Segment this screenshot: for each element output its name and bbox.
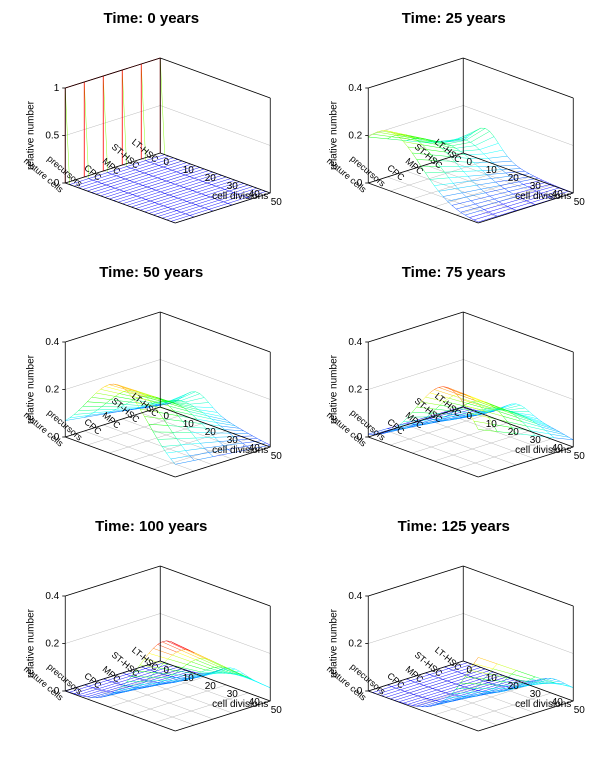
svg-text:0: 0: [163, 411, 169, 422]
plot-125: 00.20.4relative number01020304050cell di…: [303, 536, 605, 762]
svg-text:CPC: CPC: [385, 163, 406, 183]
panel-title: Time: 75 years: [402, 264, 506, 281]
svg-text:10: 10: [183, 673, 195, 684]
svg-text:0.2: 0.2: [45, 385, 59, 396]
svg-text:MPC: MPC: [403, 156, 425, 177]
panel-125: Time: 125 years 00.20.4relative number01…: [303, 508, 605, 762]
svg-text:10: 10: [485, 165, 497, 176]
svg-text:0: 0: [466, 411, 472, 422]
svg-text:0.4: 0.4: [348, 83, 362, 94]
svg-text:10: 10: [485, 673, 497, 684]
panel-title: Time: 0 years: [103, 10, 199, 27]
svg-text:10: 10: [183, 165, 195, 176]
chart-grid: Time: 0 years 00.51relative number010203…: [0, 0, 605, 762]
svg-text:50: 50: [573, 705, 585, 716]
svg-text:CPC: CPC: [385, 671, 406, 691]
panel-25: Time: 25 years 00.20.4relative number010…: [303, 0, 605, 254]
plot-75: 00.20.4relative number01020304050cell di…: [303, 282, 605, 508]
svg-text:cell divisions: cell divisions: [212, 191, 268, 202]
panel-50: Time: 50 years 00.20.4relative number010…: [0, 254, 303, 508]
plot-50: 00.20.4relative number01020304050cell di…: [0, 282, 303, 508]
svg-text:CPC: CPC: [82, 163, 103, 183]
svg-text:10: 10: [183, 419, 195, 430]
svg-text:20: 20: [205, 681, 217, 692]
svg-text:50: 50: [573, 451, 585, 462]
svg-text:10: 10: [485, 419, 497, 430]
panel-title: Time: 25 years: [402, 10, 506, 27]
svg-text:20: 20: [507, 681, 519, 692]
svg-text:50: 50: [271, 705, 283, 716]
panel-100: Time: 100 years 00.20.4relative number01…: [0, 508, 303, 762]
plot-25: 00.20.4relative number01020304050cell di…: [303, 28, 605, 254]
svg-text:0: 0: [163, 665, 169, 676]
svg-text:20: 20: [205, 427, 217, 438]
svg-text:cell divisions: cell divisions: [515, 445, 571, 456]
panel-title: Time: 100 years: [95, 518, 207, 535]
plot-100: 00.20.4relative number01020304050cell di…: [0, 536, 303, 762]
svg-text:cell divisions: cell divisions: [515, 191, 571, 202]
panel-0: Time: 0 years 00.51relative number010203…: [0, 0, 303, 254]
panel-title: Time: 50 years: [99, 264, 203, 281]
svg-text:50: 50: [573, 197, 585, 208]
svg-text:0.2: 0.2: [348, 639, 362, 650]
plot-0: 00.51relative number01020304050cell divi…: [0, 28, 303, 254]
svg-text:0.2: 0.2: [348, 385, 362, 396]
svg-text:0.4: 0.4: [348, 591, 362, 602]
svg-text:cell divisions: cell divisions: [212, 445, 268, 456]
svg-text:cell divisions: cell divisions: [212, 699, 268, 710]
svg-text:20: 20: [205, 173, 217, 184]
panel-title: Time: 125 years: [398, 518, 510, 535]
svg-text:0.5: 0.5: [45, 131, 59, 142]
svg-text:0: 0: [163, 157, 169, 168]
svg-text:0: 0: [466, 665, 472, 676]
svg-text:0.2: 0.2: [348, 131, 362, 142]
svg-text:CPC: CPC: [82, 417, 103, 437]
panel-75: Time: 75 years 00.20.4relative number010…: [303, 254, 605, 508]
svg-text:CPC: CPC: [385, 417, 406, 437]
svg-text:20: 20: [507, 427, 519, 438]
svg-text:MPC: MPC: [101, 410, 123, 431]
svg-text:20: 20: [507, 173, 519, 184]
svg-text:0.4: 0.4: [45, 337, 59, 348]
svg-text:1: 1: [54, 83, 60, 94]
svg-text:0.4: 0.4: [348, 337, 362, 348]
svg-text:0: 0: [466, 157, 472, 168]
svg-text:cell divisions: cell divisions: [515, 699, 571, 710]
svg-text:50: 50: [271, 197, 283, 208]
svg-text:50: 50: [271, 451, 283, 462]
svg-text:0.4: 0.4: [45, 591, 59, 602]
svg-text:0.2: 0.2: [45, 639, 59, 650]
